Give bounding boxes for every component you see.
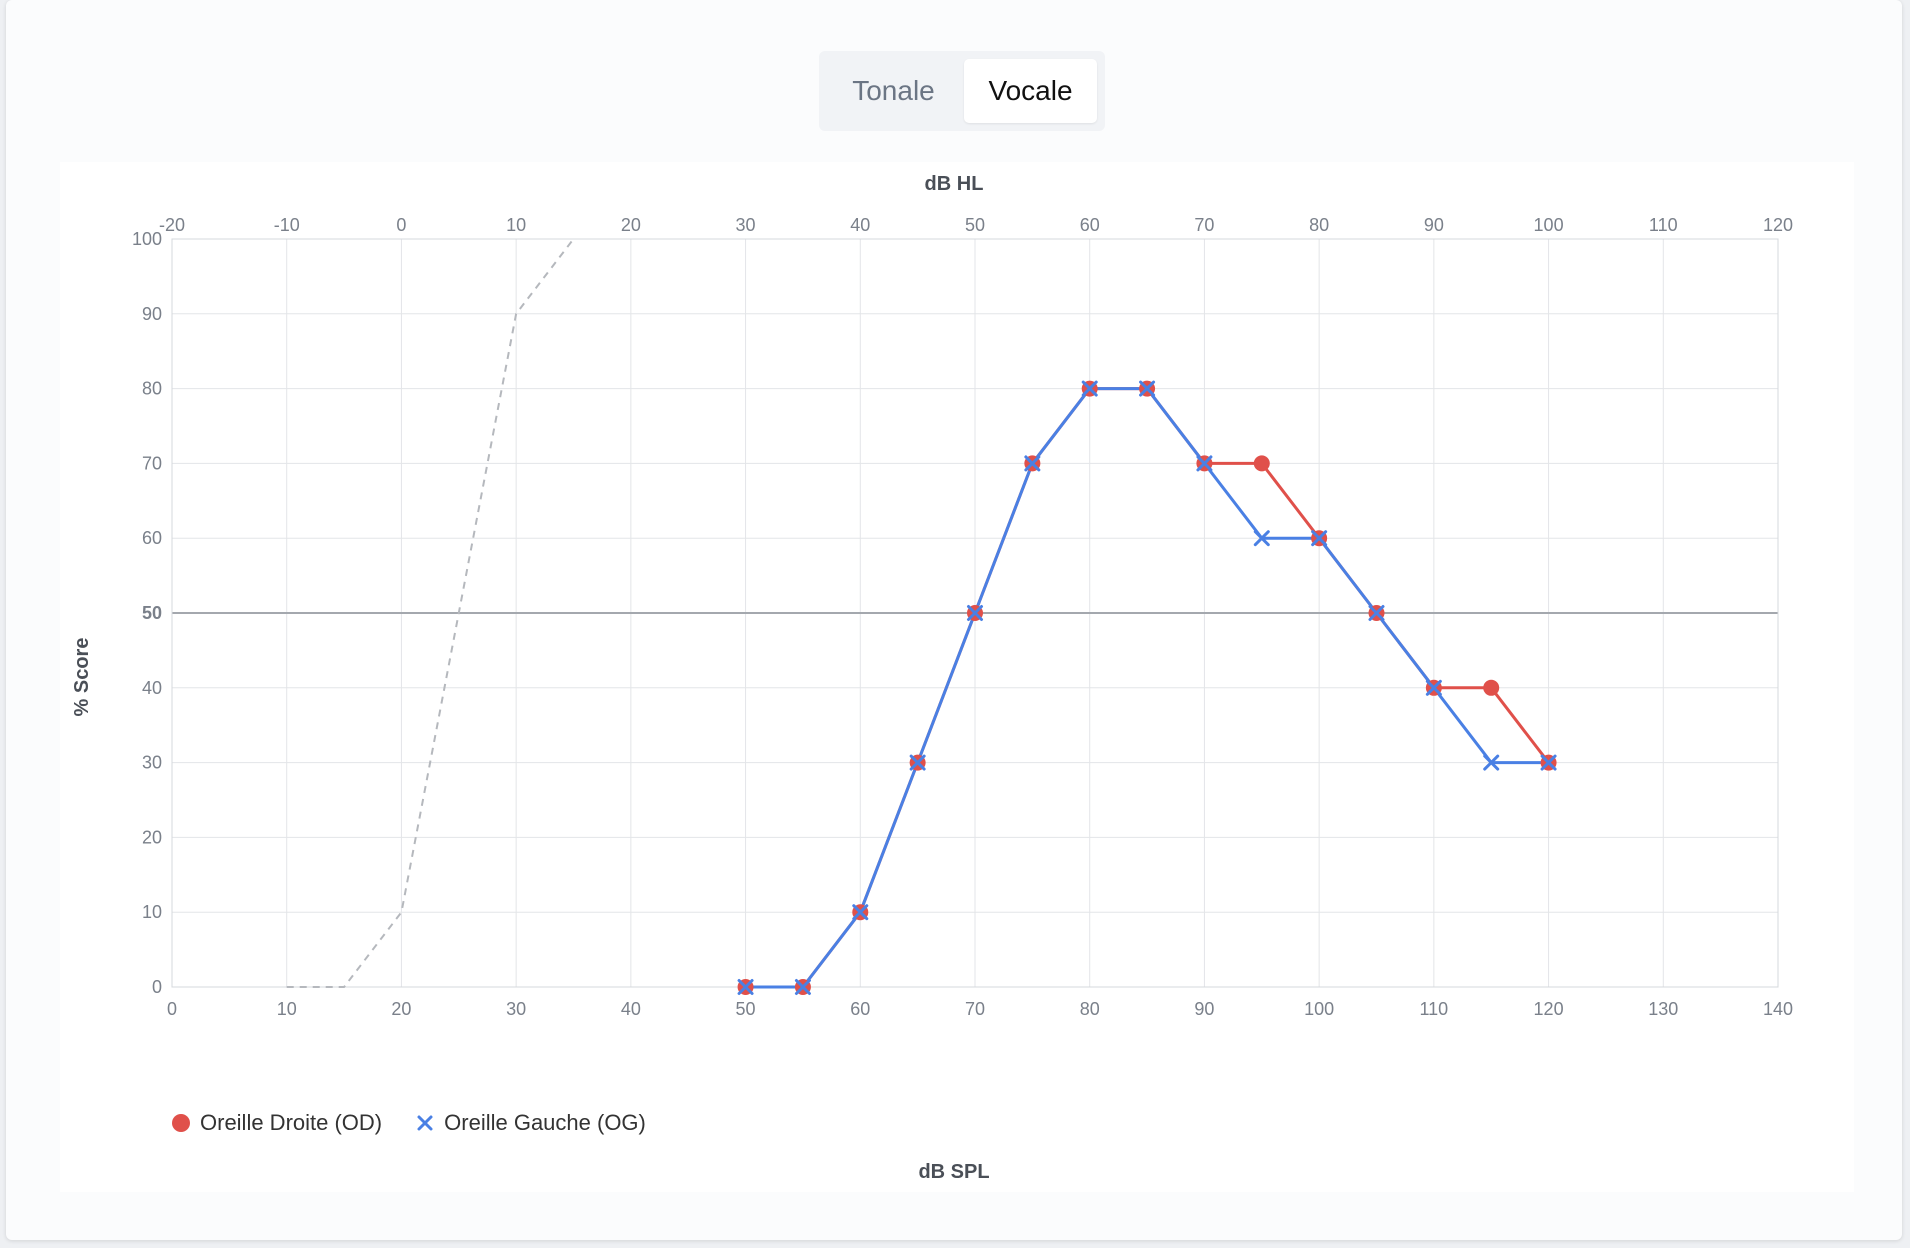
x-top-tick-label: 50 bbox=[965, 215, 985, 235]
x-bottom-tick-label: 110 bbox=[1420, 999, 1449, 1019]
x-bottom-tick-label: 140 bbox=[1763, 999, 1793, 1019]
y-tick-label: 50 bbox=[142, 603, 162, 623]
circle-marker-icon bbox=[172, 1114, 190, 1132]
cross-marker-icon bbox=[416, 1114, 434, 1132]
data-point-og bbox=[1540, 754, 1557, 771]
tab-tonale[interactable]: Tonale bbox=[852, 75, 935, 106]
x-bottom-axis-title: dB SPL bbox=[918, 1161, 989, 1183]
data-point-og bbox=[909, 754, 926, 771]
x-bottom-tick-label: 90 bbox=[1194, 999, 1214, 1019]
legend-label-od: Oreille Droite (OD) bbox=[200, 1110, 383, 1135]
x-bottom-tick-label: 120 bbox=[1534, 999, 1564, 1019]
x-top-tick-label: 10 bbox=[506, 215, 526, 235]
data-point-og bbox=[1081, 380, 1098, 397]
x-top-tick-label: 0 bbox=[396, 215, 406, 235]
x-top-tick-label: 30 bbox=[736, 215, 756, 235]
data-point-od bbox=[1253, 455, 1270, 472]
x-top-tick-label: -20 bbox=[159, 215, 185, 235]
y-tick-label: 30 bbox=[142, 753, 162, 773]
x-bottom-tick-label: 60 bbox=[850, 999, 870, 1019]
test-type-tabs: Tonale Vocale bbox=[819, 51, 1105, 131]
data-point-og bbox=[1139, 380, 1156, 397]
x-bottom-tick-label: 40 bbox=[621, 999, 641, 1019]
data-point-og bbox=[1425, 679, 1442, 696]
x-bottom-tick-label: 0 bbox=[167, 999, 177, 1019]
y-tick-label: 70 bbox=[142, 453, 162, 473]
data-point-od bbox=[1483, 679, 1500, 696]
chart-legend: Oreille Droite (OD) Oreille Gauche (OG) bbox=[172, 1110, 646, 1136]
data-point-og bbox=[1483, 754, 1500, 771]
y-tick-label: 80 bbox=[142, 379, 162, 399]
x-top-tick-label: 40 bbox=[850, 215, 870, 235]
tab-vocale[interactable]: Vocale bbox=[964, 59, 1097, 123]
data-point-og bbox=[1253, 530, 1270, 547]
chart-panel: 0 10 20 30 40 50 60 70 80 90 100 110 120 130 140 -20 -10… bbox=[60, 162, 1854, 1192]
legend-label-og: Oreille Gauche (OG) bbox=[444, 1110, 646, 1135]
x-top-tick-label: 100 bbox=[1534, 215, 1564, 235]
data-point-og bbox=[967, 605, 983, 621]
legend-item-od[interactable]: Oreille Droite (OD) bbox=[172, 1110, 382, 1136]
y-tick-label: 40 bbox=[142, 678, 162, 698]
y-tick-label: 90 bbox=[142, 304, 162, 324]
data-point-og bbox=[1311, 530, 1328, 547]
x-top-axis-title: dB HL bbox=[925, 173, 984, 195]
x-bottom-tick-label: 100 bbox=[1304, 999, 1334, 1019]
x-top-tick-label: 20 bbox=[621, 215, 641, 235]
data-point-og bbox=[794, 979, 811, 995]
y-tick-label: 0 bbox=[152, 977, 162, 997]
x-bottom-tick-label: 70 bbox=[965, 999, 985, 1019]
x-top-tick-label: 70 bbox=[1194, 215, 1214, 235]
y-tick-label: 20 bbox=[142, 827, 162, 847]
y-tick-label: 60 bbox=[142, 528, 162, 548]
x-bottom-tick-label: 10 bbox=[277, 999, 297, 1019]
data-point-og bbox=[1196, 455, 1213, 472]
legend-item-og[interactable]: Oreille Gauche (OG) bbox=[416, 1110, 646, 1136]
data-point-og bbox=[1368, 605, 1385, 621]
x-top-tick-label: 60 bbox=[1080, 215, 1100, 235]
x-top-tick-label: 110 bbox=[1649, 215, 1678, 235]
y-tick-label: 10 bbox=[142, 902, 162, 922]
x-bottom-tick-label: 30 bbox=[506, 999, 526, 1019]
data-point-og bbox=[852, 904, 869, 921]
y-axis-title: % Score bbox=[71, 638, 93, 717]
x-top-tick-label: 80 bbox=[1309, 215, 1329, 235]
x-bottom-tick-label: 130 bbox=[1648, 999, 1678, 1019]
x-bottom-tick-label: 50 bbox=[736, 999, 756, 1019]
x-bottom-tick-label: 80 bbox=[1080, 999, 1100, 1019]
speech-audiogram-chart: 0 10 20 30 40 50 60 70 80 90 100 110 120 130 140-20 -10… bbox=[71, 173, 1793, 1183]
x-bottom-tick-label: 20 bbox=[391, 999, 411, 1019]
x-top-tick-label: 120 bbox=[1763, 215, 1793, 235]
x-top-tick-label: -10 bbox=[274, 215, 300, 235]
data-point-og bbox=[1024, 455, 1041, 472]
data-point-og bbox=[737, 979, 754, 995]
y-tick-label: 100 bbox=[132, 229, 162, 249]
plot-area-border bbox=[171, 238, 1779, 988]
x-top-tick-label: 90 bbox=[1424, 215, 1444, 235]
